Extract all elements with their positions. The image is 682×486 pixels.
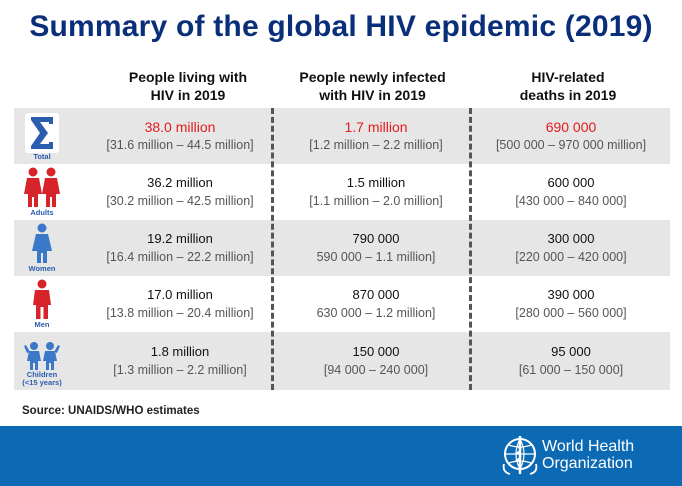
row-icon-cell: Children (<15 years) [14, 332, 70, 390]
cell-value: 95 000 [551, 344, 591, 359]
cell-range: [13.8 million – 20.4 million] [106, 306, 254, 320]
cell-deaths: 690 000 [500 000 – 970 000 million] [476, 108, 666, 164]
organization-name: World Health Organization [542, 438, 634, 472]
cell-living: 19.2 million [16.4 million – 22.2 millio… [86, 220, 274, 276]
row-icon-cell: Total [14, 108, 70, 164]
row-icon-cell: Men [14, 276, 70, 332]
woman-icon [32, 223, 52, 263]
table-row-children: Children (<15 years) 1.8 million [1.3 mi… [14, 332, 670, 390]
row-label: Total [33, 152, 51, 161]
cell-range: [430 000 – 840 000] [515, 194, 627, 208]
cell-value: 390 000 [547, 287, 595, 302]
row-icon-cell: Women [14, 220, 70, 276]
cell-new-infections: 1.7 million [1.2 million – 2.2 million] [282, 108, 470, 164]
column-header-line: People living with [128, 69, 248, 85]
cell-deaths: 390 000 [280 000 – 560 000] [476, 276, 666, 332]
cell-range: [1.1 million – 2.0 million] [309, 194, 443, 208]
cell-range: [94 000 – 240 000] [323, 363, 429, 377]
cell-value: 150 000 [352, 344, 400, 359]
cell-range: [220 000 – 420 000] [515, 250, 627, 264]
cell-range: [61 000 – 150 000] [518, 363, 624, 377]
table-row-total: Total 38.0 million [31.6 million – 44.5 … [14, 108, 670, 164]
table-row-women: Women 19.2 million [16.4 million – 22.2 … [14, 220, 670, 276]
cell-range: 590 000 – 1.1 million] [316, 250, 436, 264]
row-icon-cell: Adults [14, 164, 70, 220]
column-header-line: HIV in 2019 [150, 87, 226, 103]
cell-range: [1.2 million – 2.2 million] [309, 138, 443, 152]
column-header-line: HIV-related [531, 69, 605, 85]
column-divider [469, 108, 472, 390]
column-header-new-infections: People newly infected with HIV in 2019 [280, 68, 465, 104]
cell-new-infections: 150 000 [94 000 – 240 000] [282, 332, 470, 390]
cell-range: [280 000 – 560 000] [515, 306, 627, 320]
who-emblem-icon [502, 436, 538, 475]
cell-value: 1.7 million [344, 119, 408, 135]
sigma-icon [25, 113, 59, 153]
row-label: Children [26, 370, 58, 379]
cell-value: 19.2 million [147, 231, 213, 246]
cell-living: 38.0 million [31.6 million – 44.5 millio… [86, 108, 274, 164]
cell-new-infections: 1.5 million [1.1 million – 2.0 million] [282, 164, 470, 220]
row-label: Men [34, 320, 50, 329]
cell-range: [31.6 million – 44.5 million] [106, 138, 254, 152]
cell-deaths: 600 000 [430 000 – 840 000] [476, 164, 666, 220]
column-header-line: deaths in 2019 [519, 87, 617, 103]
cell-range: 630 000 – 1.2 million] [316, 306, 436, 320]
row-label: Adults [30, 208, 54, 217]
cell-value: 690 000 [545, 119, 597, 135]
cell-value: 1.8 million [150, 344, 210, 359]
cell-range: [1.3 million – 2.2 million] [113, 363, 247, 377]
table-row-adults: Adults 36.2 million [30.2 million – 42.5… [14, 164, 670, 220]
cell-value: 38.0 million [144, 119, 216, 135]
cell-range: [16.4 million – 22.2 million] [106, 250, 254, 264]
adults-icon [24, 167, 60, 207]
cell-new-infections: 790 000 590 000 – 1.1 million] [282, 220, 470, 276]
cell-value: 1.5 million [346, 175, 406, 190]
cell-deaths: 95 000 [61 000 – 150 000] [476, 332, 666, 390]
footer-bar: World Health Organization [0, 426, 682, 486]
row-label: Women [28, 264, 56, 273]
cell-living: 1.8 million [1.3 million – 2.2 million] [86, 332, 274, 390]
cell-range: [500 000 – 970 000 million] [495, 138, 647, 152]
column-header-living: People living with HIV in 2019 [98, 68, 278, 104]
children-icon [24, 342, 60, 370]
cell-value: 36.2 million [147, 175, 213, 190]
cell-value: 790 000 [352, 231, 400, 246]
cell-range: [30.2 million – 42.5 million] [106, 194, 254, 208]
column-header-line: with HIV in 2019 [319, 87, 426, 103]
column-header-line: People newly infected [299, 69, 446, 85]
cell-living: 17.0 million [13.8 million – 20.4 millio… [86, 276, 274, 332]
page-title: Summary of the global HIV epidemic (2019… [29, 10, 653, 43]
organization-name-line: Organization [542, 455, 633, 472]
column-header-deaths: HIV-related deaths in 2019 [478, 68, 658, 104]
source-note: Source: UNAIDS/WHO estimates [22, 405, 200, 417]
cell-living: 36.2 million [30.2 million – 42.5 millio… [86, 164, 274, 220]
man-icon [33, 279, 51, 319]
row-label-secondary: (<15 years) [22, 378, 62, 387]
cell-value: 870 000 [352, 287, 400, 302]
table-row-men: Men 17.0 million [13.8 million – 20.4 mi… [14, 276, 670, 332]
cell-new-infections: 870 000 630 000 – 1.2 million] [282, 276, 470, 332]
organization-name-line: World Health [542, 438, 635, 455]
cell-deaths: 300 000 [220 000 – 420 000] [476, 220, 666, 276]
cell-value: 17.0 million [147, 287, 213, 302]
cell-value: 600 000 [547, 175, 595, 190]
column-divider [271, 108, 274, 390]
cell-value: 300 000 [547, 231, 595, 246]
